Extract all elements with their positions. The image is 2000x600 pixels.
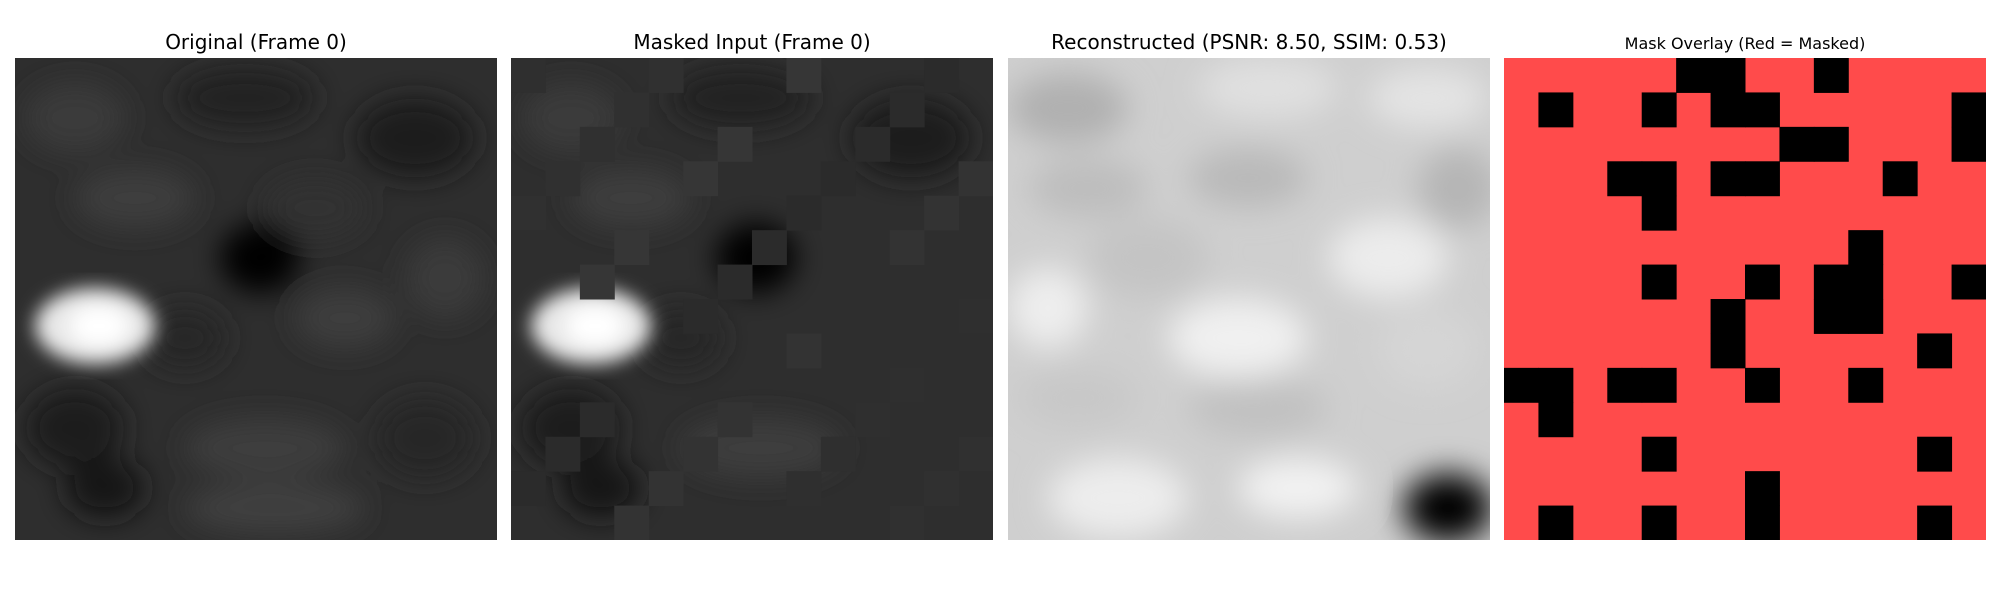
visible-patch (1745, 264, 1780, 300)
visible-patch (1745, 505, 1780, 540)
panel-title-original: Original (Frame 0) (165, 30, 347, 54)
visible-patch (1813, 58, 1849, 93)
reconstructed-image (1008, 58, 1490, 540)
visible-patch (1813, 299, 1849, 334)
visible-patch (1538, 367, 1574, 403)
masked-patch (545, 436, 581, 472)
visible-patch (1848, 264, 1884, 300)
visible-patch (1813, 126, 1849, 162)
masked-patch (889, 92, 925, 128)
visible-patch (1745, 161, 1780, 197)
masked-patch (717, 402, 753, 438)
masked-patch (958, 161, 993, 197)
masked-patch (924, 58, 960, 93)
visible-patch (1538, 92, 1574, 128)
visible-patch (1745, 92, 1780, 128)
masked-patch (511, 195, 546, 231)
visible-patch (1882, 161, 1918, 197)
visible-patch (1676, 58, 1712, 93)
masked-patch (717, 126, 753, 162)
visible-patch (1641, 264, 1677, 300)
masked-patch (924, 471, 960, 507)
visible-patch (1951, 92, 1986, 128)
visible-patch (1813, 264, 1849, 300)
visible-patch (1917, 436, 1953, 472)
masked-patch (786, 195, 822, 231)
visible-patch (1951, 126, 1986, 162)
masked-input-image (511, 58, 993, 540)
masked-patch (786, 471, 822, 507)
visible-patch (1641, 367, 1677, 403)
masked-patch (579, 126, 615, 162)
mask-overlay-image (1504, 58, 1986, 540)
visible-patch (1917, 505, 1953, 540)
masked-patch (648, 58, 684, 93)
masked-patch (511, 471, 546, 507)
visible-patch (1710, 92, 1746, 128)
visible-patch (1745, 367, 1780, 403)
visible-patch (1607, 367, 1643, 403)
masked-patch (511, 58, 546, 93)
masked-patch (683, 161, 719, 197)
visible-patch (1951, 264, 1986, 300)
visible-patch (1848, 367, 1884, 403)
masked-patch (614, 92, 650, 128)
panel-title-mask-overlay: Mask Overlay (Red = Masked) (1624, 34, 1866, 53)
visible-patch (1504, 367, 1539, 403)
masked-patch (752, 230, 787, 266)
visible-patch (1779, 126, 1815, 162)
visible-patch (1745, 471, 1780, 507)
visible-patch (1641, 505, 1677, 540)
masked-patch (855, 402, 891, 438)
visible-patch-layer (1504, 58, 1986, 540)
masked-patch (717, 264, 753, 300)
visible-patch (1538, 402, 1574, 438)
panel-title-reconstructed: Reconstructed (PSNR: 8.50, SSIM: 0.53) (1051, 30, 1447, 54)
masked-patch (786, 333, 822, 369)
masked-patch (683, 299, 719, 334)
visible-patch (1641, 92, 1677, 128)
masked-patch (924, 195, 960, 231)
visible-patch (1538, 505, 1574, 540)
masked-patch (579, 402, 615, 438)
masked-patch (889, 505, 925, 540)
visible-patch (1607, 161, 1643, 197)
masked-patch (889, 230, 925, 266)
panel-title-masked-input: Masked Input (Frame 0) (633, 30, 871, 54)
masked-patch (958, 436, 993, 472)
visible-patch (1710, 58, 1746, 93)
visible-patch (1710, 299, 1746, 334)
masked-patch (614, 505, 650, 540)
visible-patch (1848, 230, 1884, 266)
masked-patch (579, 264, 615, 300)
masked-patch (648, 471, 684, 507)
visible-patch (1917, 333, 1953, 369)
masked-patch (614, 230, 650, 266)
masked-patch (820, 436, 856, 472)
visible-patch (1641, 161, 1677, 197)
masked-patch (855, 126, 891, 162)
visible-patch (1641, 195, 1677, 231)
original-frame-image (15, 58, 497, 540)
masked-patch (545, 161, 581, 197)
visible-patch (1641, 436, 1677, 472)
visible-patch (1710, 161, 1746, 197)
visible-patch (1710, 333, 1746, 369)
masked-patch (889, 367, 925, 403)
masked-patch-layer (511, 58, 993, 540)
masked-patch (958, 299, 993, 334)
masked-patch (820, 161, 856, 197)
masked-patch (786, 58, 822, 93)
masked-patch (683, 436, 719, 472)
visible-patch (1848, 299, 1884, 334)
